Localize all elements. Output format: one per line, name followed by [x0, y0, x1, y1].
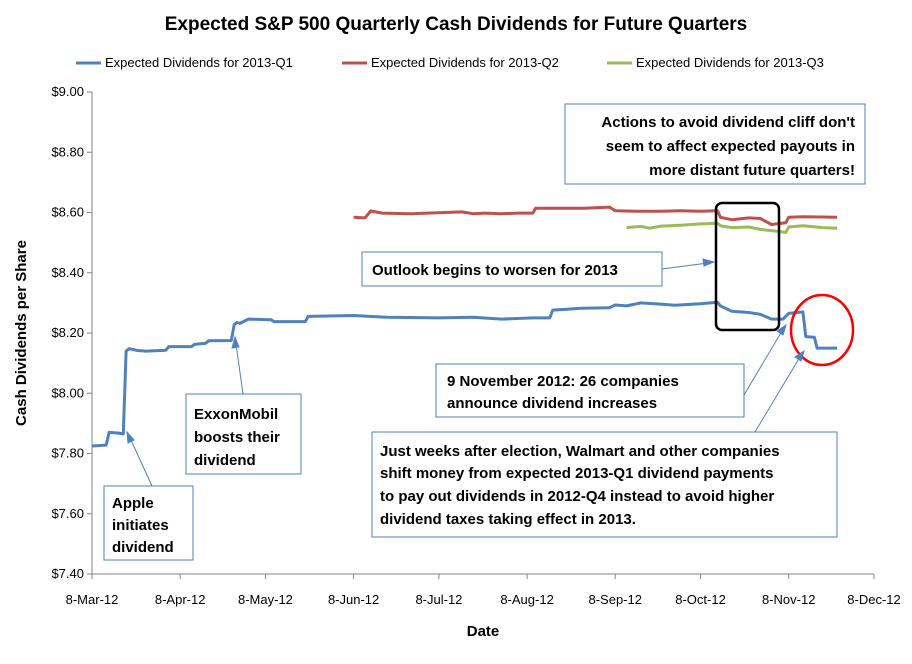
arrow-nov9: [743, 330, 783, 396]
svg-text:to pay out dividends in 2012-Q: to pay out dividends in 2012-Q4 instead …: [380, 488, 774, 505]
highlight-circle: [789, 293, 855, 367]
annotation-outlook: Outlook begins to worsen for 2013: [361, 251, 663, 287]
y-tick-label: $8.80: [51, 144, 84, 159]
y-axis-title: Cash Dividends per Share: [13, 240, 30, 426]
series-lines: [91, 205, 838, 448]
arrow-exxon-head: [231, 335, 240, 349]
y-tick-label: $8.20: [51, 325, 84, 340]
y-tick-label: $9.00: [51, 84, 84, 99]
series-line-q2: [353, 205, 838, 226]
svg-text:ExxonMobil: ExxonMobil: [194, 406, 278, 423]
svg-text:announce dividend increases: announce dividend increases: [447, 395, 657, 412]
legend-label-q1: Expected Dividends for 2013-Q1: [105, 55, 293, 70]
y-tick-label: $8.40: [51, 265, 84, 280]
svg-text:Apple: Apple: [112, 495, 154, 512]
annotation-nov9: 9 November 2012: 26 companies announce d…: [435, 363, 745, 418]
svg-text:dividend: dividend: [112, 539, 174, 556]
svg-text:Just weeks after election, Wal: Just weeks after election, Walmart and o…: [380, 443, 780, 460]
svg-text:initiates: initiates: [112, 517, 169, 534]
plot-area: $7.40 $7.60 $7.80 $8.00 $8.20 $8.40 $8.60 $8.80…: [51, 84, 900, 607]
legend-label-q3: Expected Dividends for 2013-Q3: [636, 55, 824, 70]
arrow-outlook: [661, 262, 709, 270]
svg-text:boosts their: boosts their: [194, 429, 280, 446]
x-tick-label: 8-Jul-12: [415, 592, 462, 607]
arrow-walmart-head: [794, 349, 805, 362]
x-tick-label: 8-Aug-12: [500, 592, 553, 607]
x-tick-label: 8-Sep-12: [588, 592, 641, 607]
x-tick-label: 8-May-12: [238, 592, 293, 607]
x-tick-label: 8-Mar-12: [66, 592, 119, 607]
x-tick-label: 8-Jun-12: [328, 592, 379, 607]
x-tick-label: 8-Apr-12: [155, 592, 206, 607]
annotation-cliff: Actions to avoid dividend cliff don't se…: [564, 103, 866, 185]
y-tick-label: $8.00: [51, 385, 84, 400]
highlight-box: [714, 201, 781, 332]
series-line-q3: [626, 221, 838, 234]
svg-text:dividend: dividend: [194, 452, 256, 469]
legend: Expected Dividends for 2013-Q1 Expected D…: [76, 55, 824, 70]
annotation-walmart: Just weeks after election, Walmart and o…: [371, 431, 838, 538]
svg-text:9 November 2012: 26 companies: 9 November 2012: 26 companies: [447, 373, 679, 390]
svg-text:shift money from expected 2013: shift money from expected 2013-Q1 divide…: [380, 465, 773, 482]
annotation-apple: Apple initiates dividend: [103, 485, 194, 561]
x-tick-label: 8-Dec-12: [847, 592, 900, 607]
svg-text:more distant future quarters!: more distant future quarters!: [649, 162, 855, 179]
annotation-exxon: ExxonMobil boosts their dividend: [185, 393, 302, 475]
arrow-apple: [129, 437, 153, 487]
x-axis-ticks: 8-Mar-12 8-Apr-12 8-May-12 8-Jun-12 8-Jul-12…: [66, 574, 901, 607]
annotation-arrows: [126, 258, 805, 487]
y-tick-label: $7.40: [51, 566, 84, 581]
legend-label-q2: Expected Dividends for 2013-Q2: [371, 55, 559, 70]
svg-text:Actions to avoid dividend clif: Actions to avoid dividend cliff don't: [601, 114, 855, 131]
arrow-nov9-head: [776, 323, 787, 336]
y-axis-ticks: $7.40 $7.60 $7.80 $8.00 $8.20 $8.40 $8.60 $8.80…: [51, 84, 92, 581]
x-tick-label: 8-Nov-12: [762, 592, 815, 607]
svg-text:Outlook begins to worsen for 2: Outlook begins to worsen for 2013: [372, 262, 618, 279]
arrow-apple-head: [126, 430, 135, 444]
x-tick-label: 8-Oct-12: [675, 592, 726, 607]
arrow-walmart: [754, 356, 801, 433]
y-tick-label: $8.60: [51, 205, 84, 220]
svg-text:seem to affect expected payout: seem to affect expected payouts in: [606, 138, 855, 155]
arrow-outlook-head: [702, 258, 716, 267]
x-axis-title: Date: [467, 623, 500, 640]
y-tick-label: $7.60: [51, 506, 84, 521]
arrow-exxon: [235, 343, 244, 395]
y-tick-label: $7.80: [51, 446, 84, 461]
series-line-q1: [91, 300, 837, 448]
chart-title: Expected S&P 500 Quarterly Cash Dividend…: [165, 14, 748, 35]
svg-text:dividend taxes taking effect i: dividend taxes taking effect in 2013.: [380, 511, 636, 528]
